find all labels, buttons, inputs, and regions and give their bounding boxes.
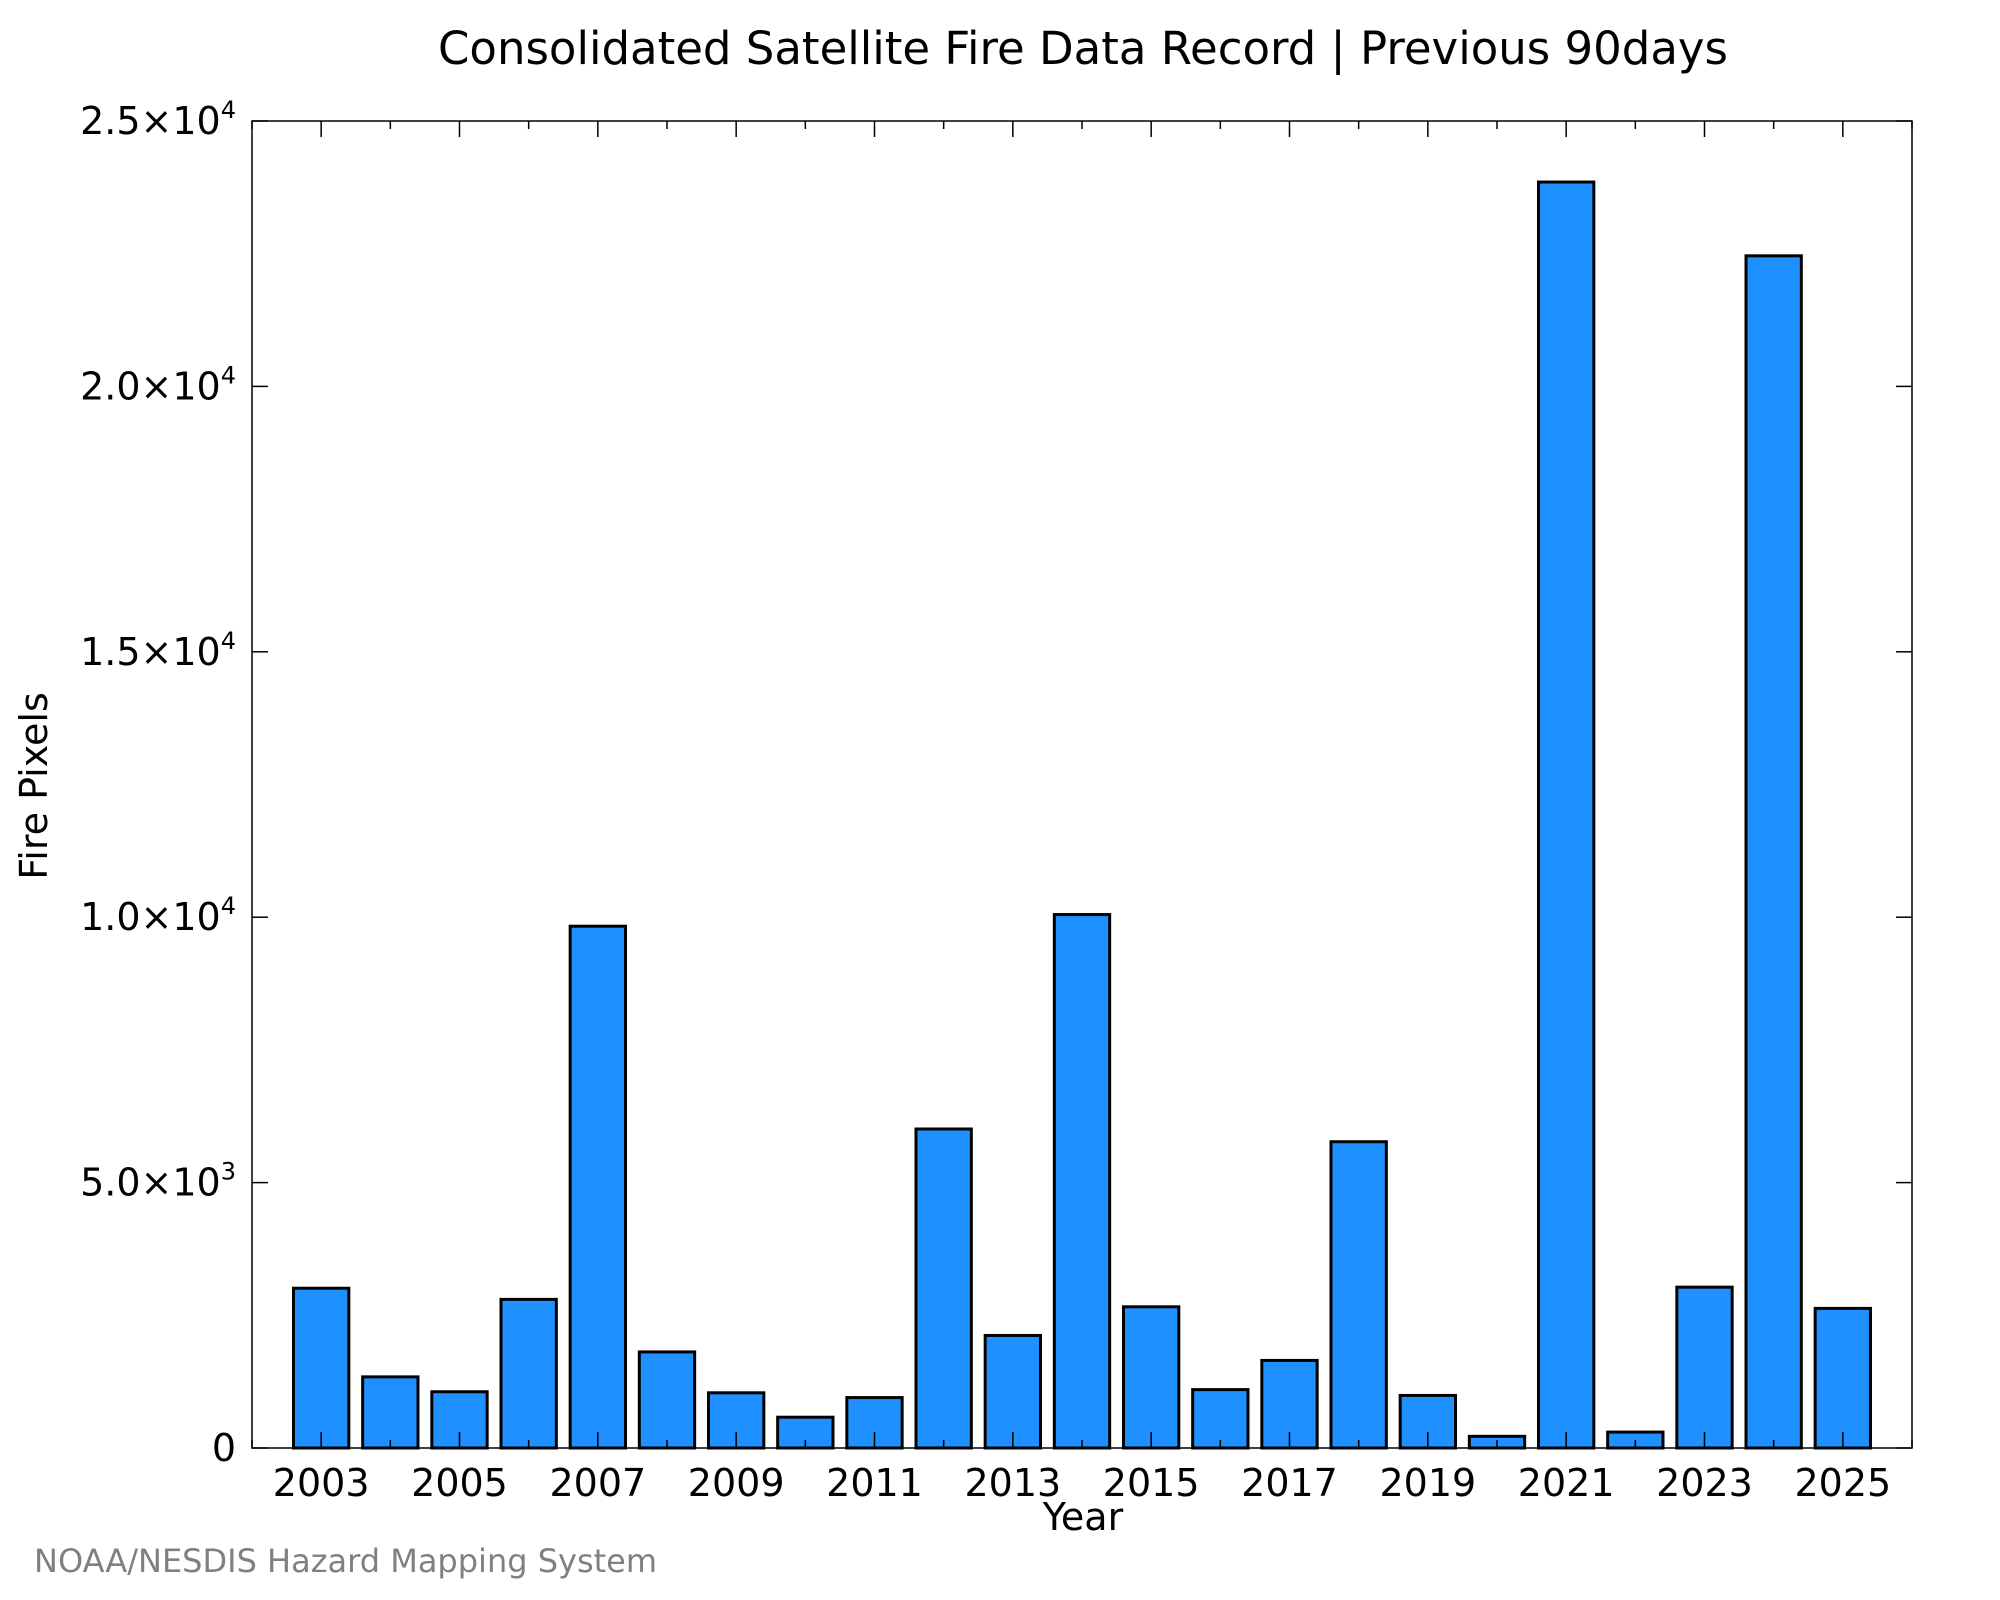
x-axis-label: Year xyxy=(1042,1495,1124,1539)
x-tick-label-2009: 2009 xyxy=(688,1461,785,1505)
x-tick-label-2011: 2011 xyxy=(826,1461,923,1505)
y-tick-label: 1.5×104 xyxy=(80,627,236,674)
x-tick-label-2003: 2003 xyxy=(273,1461,370,1505)
bar-2006 xyxy=(499,1297,558,1450)
y-axis-ticks: 0 5.0×103 1.0×104 1.5×104 2.0×104 2.5×104 xyxy=(80,96,1912,1470)
bar-2013 xyxy=(983,1333,1042,1450)
bar-2007 xyxy=(568,924,627,1450)
x-tick-label-2005: 2005 xyxy=(411,1461,508,1505)
x-axis-ticks: 2003 2005 2007 2009 2011 2013 2015 2017 2019 2021… xyxy=(251,121,1913,1505)
y-axis-label: Fire Pixels xyxy=(12,692,56,880)
bar-2014 xyxy=(1052,913,1112,1450)
source-credit: NOAA/NESDIS Hazard Mapping System xyxy=(34,1542,657,1580)
x-tick-label-2013: 2013 xyxy=(964,1461,1061,1505)
bar-2018 xyxy=(1329,1140,1388,1450)
bar-2003 xyxy=(292,1286,351,1450)
x-tick-label-2021: 2021 xyxy=(1518,1461,1615,1505)
bar-2023 xyxy=(1675,1285,1734,1450)
bar-2008 xyxy=(637,1350,697,1450)
y-tick-label: 0 xyxy=(212,1426,236,1470)
x-tick-label-2007: 2007 xyxy=(549,1461,646,1505)
x-tick-label-2019: 2019 xyxy=(1379,1461,1476,1505)
bar-2024 xyxy=(1744,254,1803,1450)
x-tick-label-2017: 2017 xyxy=(1241,1461,1338,1505)
bar-2016 xyxy=(1191,1388,1250,1450)
bar-2012 xyxy=(914,1127,973,1450)
x-tick-label-2023: 2023 xyxy=(1656,1461,1753,1505)
bar-2015 xyxy=(1122,1305,1181,1450)
bar-2021 xyxy=(1537,180,1596,1450)
bars-group xyxy=(292,180,1873,1450)
y-tick-label: 2.0×104 xyxy=(80,361,236,408)
x-tick-label-2015: 2015 xyxy=(1103,1461,1200,1505)
chart-title: Consolidated Satellite Fire Data Record … xyxy=(438,22,1728,75)
bar-2025 xyxy=(1813,1306,1873,1450)
x-tick-label-2025: 2025 xyxy=(1794,1461,1891,1505)
y-tick-label: 1.0×104 xyxy=(80,892,236,939)
y-tick-label: 2.5×104 xyxy=(80,96,236,143)
bar-2004 xyxy=(361,1375,420,1450)
plot-frame xyxy=(251,120,1913,1449)
y-tick-label: 5.0×103 xyxy=(80,1158,236,1205)
